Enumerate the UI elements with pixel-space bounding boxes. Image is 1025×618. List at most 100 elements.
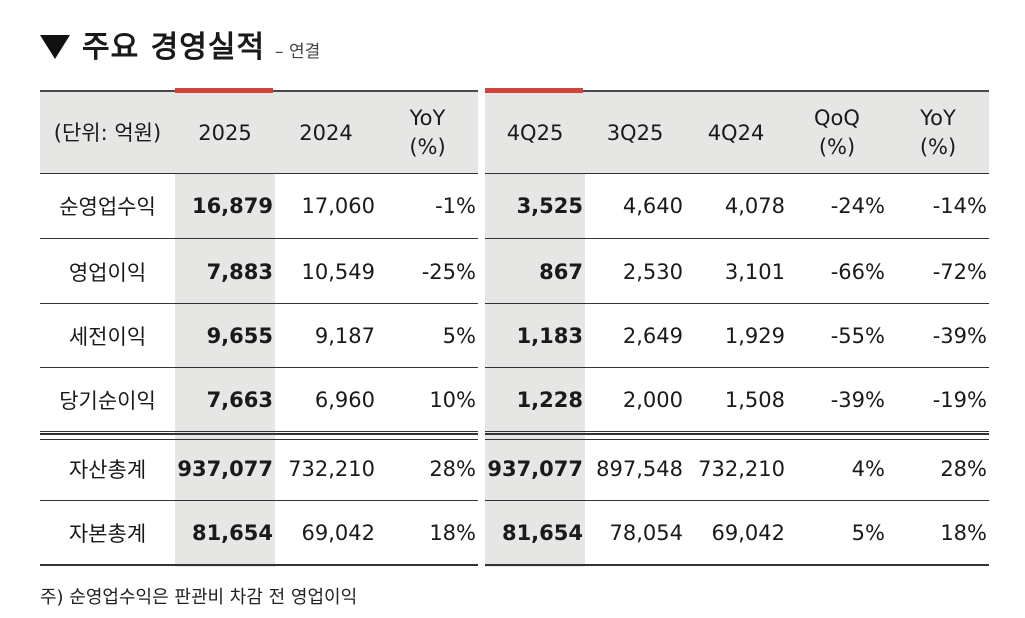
section-header: 주요 경영실적 – 연결 bbox=[40, 22, 320, 72]
table-cell: 1,183 bbox=[516, 324, 583, 348]
table-rule bbox=[40, 439, 478, 440]
table-cell: 2,649 bbox=[622, 324, 683, 348]
table-cell: 6,960 bbox=[314, 388, 375, 412]
column-header: 2024 bbox=[299, 120, 353, 145]
row-label: 세전이익 bbox=[68, 325, 147, 349]
table-row: 937,077 897,548 732,210 4% 28% bbox=[485, 438, 989, 500]
table-rule bbox=[40, 303, 478, 304]
table-row: 세전이익 9,655 9,187 5% bbox=[40, 304, 478, 368]
table-cell: -19% bbox=[932, 388, 987, 412]
column-header: 3Q25 bbox=[606, 120, 664, 145]
table-row: 영업이익 7,883 10,549 -25% bbox=[40, 240, 478, 304]
table-cell: 2,530 bbox=[622, 260, 683, 284]
table-rule bbox=[485, 500, 989, 501]
table-cell: 4,078 bbox=[724, 194, 785, 218]
table-cell: 937,077 bbox=[177, 457, 273, 481]
table-rule bbox=[485, 564, 989, 566]
table-cell: -14% bbox=[932, 194, 987, 218]
table-cell: -24% bbox=[830, 194, 885, 218]
table-cell: 81,654 bbox=[501, 521, 583, 545]
column-header: 4Q25 bbox=[506, 120, 564, 145]
page-subtitle: – 연결 bbox=[275, 42, 321, 62]
table-cell: 5% bbox=[851, 521, 885, 545]
table-cell: 7,663 bbox=[206, 388, 273, 412]
table-rule bbox=[485, 367, 989, 368]
row-label: 순영업수익 bbox=[59, 195, 156, 219]
table-cell: 7,883 bbox=[206, 260, 273, 284]
table-rule bbox=[40, 367, 478, 368]
table-rule bbox=[40, 238, 478, 239]
table-cell: -55% bbox=[830, 324, 885, 348]
table-cell: 4% bbox=[851, 457, 885, 481]
table-cell: 9,187 bbox=[314, 324, 375, 348]
table-rule bbox=[485, 173, 989, 174]
table-header-row: 4Q25 3Q25 4Q24 QoQ (%) YoY (%) bbox=[485, 92, 989, 174]
table-cell: 867 bbox=[539, 260, 583, 284]
table-cell: 28% bbox=[429, 457, 476, 481]
table-cell: -1% bbox=[435, 194, 476, 218]
table-rule bbox=[40, 433, 478, 435]
column-header: 4Q24 bbox=[707, 120, 765, 145]
table-cell: 78,054 bbox=[609, 521, 683, 545]
table-cell: 18% bbox=[940, 521, 987, 545]
column-header: YoY (%) bbox=[409, 106, 446, 159]
table-row: 당기순이익 7,663 6,960 10% bbox=[40, 368, 478, 432]
table-cell: -72% bbox=[932, 260, 987, 284]
table-rule bbox=[485, 238, 989, 239]
column-header: 2025 bbox=[198, 120, 252, 145]
table-row: 1,183 2,649 1,929 -55% -39% bbox=[485, 304, 989, 368]
row-label: 자본총계 bbox=[68, 522, 147, 546]
table-cell: 28% bbox=[940, 457, 987, 481]
table-row: 3,525 4,640 4,078 -24% -14% bbox=[485, 174, 989, 238]
table-rule bbox=[40, 431, 478, 432]
table-rule bbox=[40, 173, 478, 174]
table-cell: 10,549 bbox=[301, 260, 375, 284]
row-label: 자산총계 bbox=[68, 458, 147, 482]
column-header: QoQ (%) bbox=[814, 106, 860, 159]
table-rule bbox=[40, 564, 478, 566]
table-cell: -39% bbox=[932, 324, 987, 348]
table-header-row: (단위: 억원) 2025 2024 YoY (%) bbox=[40, 92, 478, 174]
table-rule bbox=[485, 439, 989, 440]
row-label: 당기순이익 bbox=[59, 389, 156, 413]
table-cell: 897,548 bbox=[596, 457, 683, 481]
table-row: 81,654 78,054 69,042 5% 18% bbox=[485, 502, 989, 564]
table-rule bbox=[40, 500, 478, 501]
row-label: 영업이익 bbox=[68, 261, 147, 285]
table-cell: 9,655 bbox=[206, 324, 273, 348]
table-cell: 1,929 bbox=[724, 324, 785, 348]
table-row: 순영업수익 16,879 17,060 -1% bbox=[40, 174, 478, 238]
table-cell: 2,000 bbox=[622, 388, 683, 412]
table-row: 자산총계 937,077 732,210 28% bbox=[40, 438, 478, 500]
table-cell: 81,654 bbox=[191, 521, 273, 545]
table-cell: 10% bbox=[429, 388, 476, 412]
triangle-down-icon bbox=[40, 35, 70, 59]
table-cell: 937,077 bbox=[487, 457, 583, 481]
table-rule bbox=[485, 303, 989, 304]
accent-bar bbox=[485, 88, 583, 93]
footnote: 주) 순영업수익은 판관비 차감 전 영업이익 bbox=[40, 587, 358, 608]
table-row: 1,228 2,000 1,508 -39% -19% bbox=[485, 368, 989, 432]
table-rule bbox=[485, 431, 989, 432]
column-header: (단위: 억원) bbox=[53, 120, 162, 145]
table-cell: 16,879 bbox=[191, 194, 273, 218]
column-header: YoY (%) bbox=[919, 106, 957, 159]
table-cell: 69,042 bbox=[301, 521, 375, 545]
annual-results-table: (단위: 억원) 2025 2024 YoY (%) 순영업수익 16,879 17,060… bbox=[40, 88, 478, 567]
table-cell: 4,640 bbox=[622, 194, 683, 218]
table-row: 867 2,530 3,101 -66% -72% bbox=[485, 240, 989, 304]
page-title: 주요 경영실적 bbox=[82, 30, 266, 65]
table-cell: 3,525 bbox=[516, 194, 583, 218]
table-cell: -25% bbox=[421, 260, 476, 284]
table-cell: 69,042 bbox=[711, 521, 785, 545]
table-cell: -39% bbox=[830, 388, 885, 412]
table-cell: 18% bbox=[429, 521, 476, 545]
table-cell: 732,210 bbox=[288, 457, 375, 481]
table-row: 자본총계 81,654 69,042 18% bbox=[40, 502, 478, 564]
table-cell: 1,228 bbox=[516, 388, 583, 412]
accent-bar bbox=[175, 88, 273, 93]
table-cell: 1,508 bbox=[724, 388, 785, 412]
table-cell: 17,060 bbox=[301, 194, 375, 218]
table-rule bbox=[485, 433, 989, 435]
table-cell: 3,101 bbox=[724, 260, 785, 284]
